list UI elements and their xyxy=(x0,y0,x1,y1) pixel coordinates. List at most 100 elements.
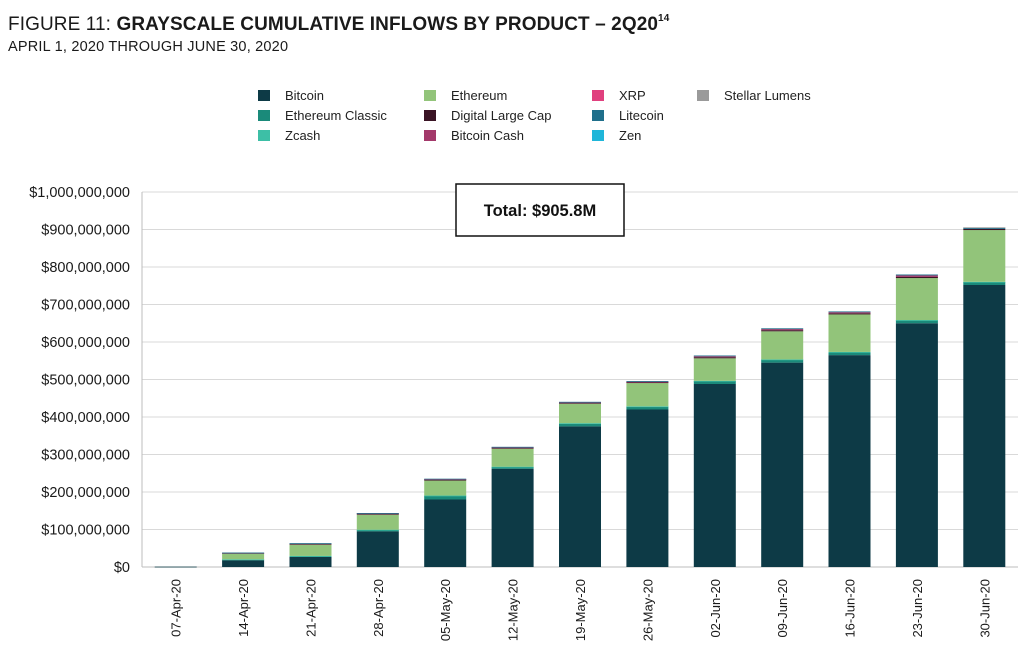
y-tick-label: $900,000,000 xyxy=(41,223,130,239)
bar-segment-zcash xyxy=(356,529,399,531)
bar-segment-litecoin xyxy=(289,543,332,544)
bar-segment-ethereum-classic xyxy=(626,406,669,410)
y-tick-label: $700,000,000 xyxy=(41,298,130,314)
y-tick-label: $500,000,000 xyxy=(41,373,130,389)
bar-segment-bitcoin xyxy=(289,556,332,568)
bar-segment-ethereum xyxy=(693,358,736,381)
bar-segment-ethereum xyxy=(356,514,399,530)
x-tick-label: 05-May-20 xyxy=(438,579,453,641)
bar-segment-ethereum xyxy=(963,230,1006,282)
bar-segment-stellar-lumens xyxy=(963,227,1006,229)
x-tick-label: 16-Jun-20 xyxy=(843,579,858,638)
bar-segment-zcash xyxy=(828,351,871,353)
bar-segment-zcash xyxy=(895,320,938,321)
legend-label: Ethereum xyxy=(451,88,507,103)
bar-segment-litecoin xyxy=(761,328,804,330)
bar-segment-litecoin xyxy=(895,274,938,276)
x-tick-label: 07-Apr-20 xyxy=(169,579,184,637)
legend-swatch xyxy=(592,110,604,121)
x-tick-label: 26-May-20 xyxy=(640,579,655,641)
legend-label: Bitcoin Cash xyxy=(451,128,524,143)
figure-title-prefix: FIGURE 11: xyxy=(8,14,117,35)
bar-segment-bitcoin xyxy=(693,384,736,567)
legend-swatch xyxy=(697,90,709,101)
legend-swatch xyxy=(258,110,270,121)
bar-segment-litecoin xyxy=(828,311,871,313)
legend-swatch xyxy=(424,110,436,121)
bar-segment-ethereum xyxy=(895,278,938,321)
bar-segment-bitcoin xyxy=(222,560,265,567)
bar-segment-digital-large-cap xyxy=(693,357,736,359)
bar-segment-bitcoin xyxy=(828,355,871,568)
x-tick-label: 14-Apr-20 xyxy=(236,579,251,637)
legend-label: Zcash xyxy=(285,128,320,143)
bar-segment-bitcoin-cash xyxy=(895,275,938,277)
bar-segment-bitcoin xyxy=(491,468,534,567)
bar-segment-litecoin xyxy=(693,355,736,357)
y-tick-label: $400,000,000 xyxy=(41,410,130,426)
legend-label: Ethereum Classic xyxy=(285,108,387,123)
legend-swatch xyxy=(258,90,270,101)
bar-segment-ethereum xyxy=(828,314,871,352)
x-tick-label: 02-Jun-20 xyxy=(708,579,723,638)
y-tick-label: $800,000,000 xyxy=(41,260,130,276)
bar-segment-zcash xyxy=(424,495,467,497)
y-tick-label: $200,000,000 xyxy=(41,485,130,501)
y-tick-label: $0 xyxy=(114,560,130,576)
x-tick-label: 09-Jun-20 xyxy=(775,579,790,638)
x-tick-label: 19-May-20 xyxy=(573,579,588,641)
x-tick-label: 21-Apr-20 xyxy=(303,579,318,637)
figure-subtitle: APRIL 1, 2020 THROUGH JUNE 30, 2020 xyxy=(8,39,289,55)
legend-label: Litecoin xyxy=(619,108,664,123)
bar-segment-bitcoin-cash xyxy=(559,402,601,404)
legend-swatch xyxy=(592,90,604,101)
legend-label: XRP xyxy=(619,88,646,103)
bar-segment-bitcoin xyxy=(895,323,938,567)
bar-segment-zcash xyxy=(559,423,601,424)
bar-segment-ethereum-classic xyxy=(828,352,871,356)
bar-segment-ethereum xyxy=(559,403,601,424)
y-tick-label: $600,000,000 xyxy=(41,335,130,351)
bar-segment-zcash xyxy=(491,466,534,468)
bar-segment-ethereum xyxy=(222,553,265,560)
legend-label: Zen xyxy=(619,128,641,143)
bar-segment-digital-large-cap xyxy=(828,313,871,315)
bar-segment-ethereum-classic xyxy=(693,381,736,384)
bar-segment-bitcoin xyxy=(154,566,197,568)
legend-swatch xyxy=(592,130,604,141)
bar-segment-ethereum xyxy=(289,544,332,556)
bar-segment-bitcoin xyxy=(424,499,467,567)
x-tick-label: 12-May-20 xyxy=(506,579,521,641)
bar-segment-ethereum xyxy=(491,448,534,467)
bar-segment-ethereum-classic xyxy=(356,529,399,532)
bar-segment-bitcoin-cash xyxy=(491,447,534,449)
bar-segment-ethereum xyxy=(761,331,804,360)
bar-segment-litecoin xyxy=(424,478,467,480)
bar-segment-ethereum-classic xyxy=(895,320,938,324)
legend-label: Bitcoin xyxy=(285,88,324,103)
bar-segment-zcash xyxy=(222,559,265,561)
bar-segment-ethereum-classic xyxy=(424,495,467,500)
bar-segment-bitcoin-cash xyxy=(828,312,871,314)
bar-segment-bitcoin xyxy=(761,362,804,568)
bar-segment-bitcoin-cash xyxy=(626,381,669,383)
legend-swatch xyxy=(258,130,270,141)
figure-title-main: GRAYSCALE CUMULATIVE INFLOWS BY PRODUCT … xyxy=(116,14,659,35)
legend-swatch xyxy=(424,130,436,141)
y-tick-label: $1,000,000,000 xyxy=(29,185,130,201)
legend-label: Stellar Lumens xyxy=(724,88,811,103)
total-annotation-label: Total: $905.8M xyxy=(484,202,596,220)
legend-swatch xyxy=(424,90,436,101)
figure-header: FIGURE 11: GRAYSCALE CUMULATIVE INFLOWS … xyxy=(8,8,669,55)
bar-segment-ethereum xyxy=(626,383,669,407)
bar-segment-zcash xyxy=(626,406,669,408)
bar-segment-bitcoin-cash xyxy=(693,356,736,358)
bar-segment-litecoin xyxy=(491,446,534,448)
bar-segment-bitcoin xyxy=(356,531,399,568)
bar-segment-ethereum xyxy=(424,480,467,496)
x-tick-label: 28-Apr-20 xyxy=(371,579,386,637)
bar-segment-litecoin xyxy=(222,552,265,554)
bar-segment-bitcoin-cash xyxy=(761,329,804,331)
bar-segment-digital-large-cap xyxy=(963,228,1006,231)
bar-segment-litecoin xyxy=(559,401,601,403)
